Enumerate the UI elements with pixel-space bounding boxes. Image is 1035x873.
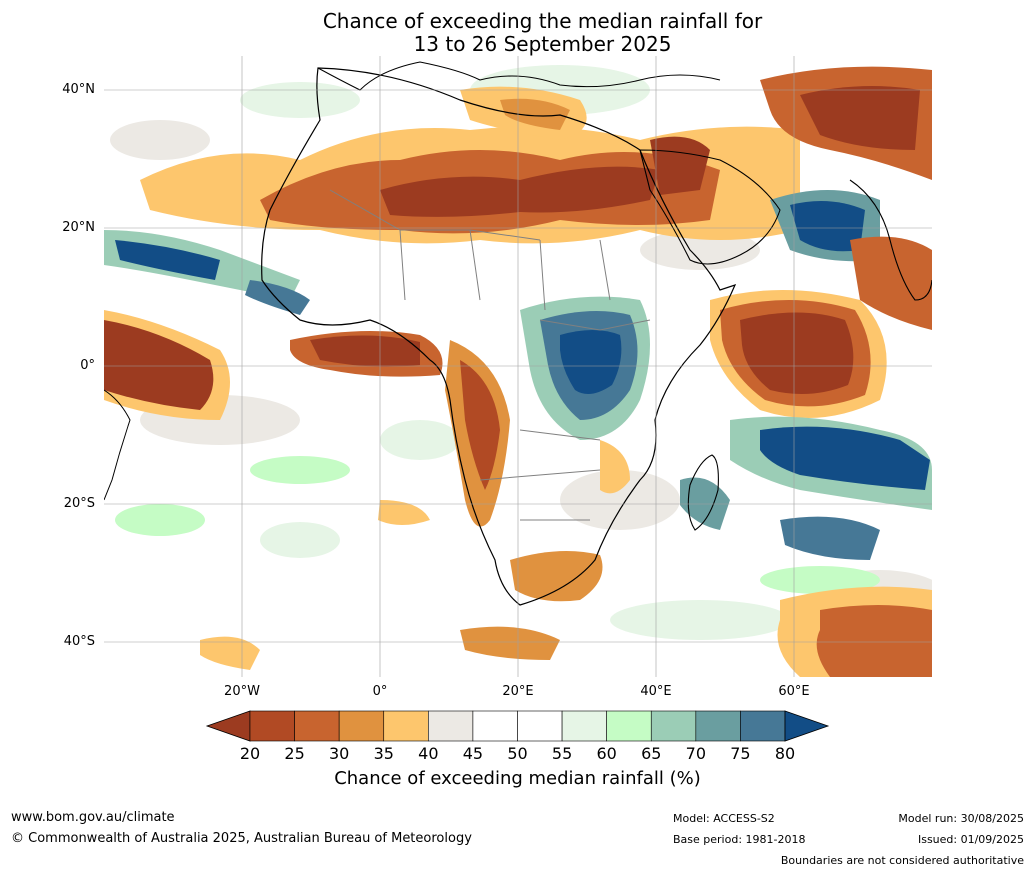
- lat-label-40s: 40°S: [63, 634, 95, 649]
- colorbar-segment: [561, 710, 607, 742]
- colorbar-tick-label: 25: [284, 744, 305, 763]
- colorbar-tick-label: 60: [596, 744, 617, 763]
- colorbar-segment: [740, 710, 786, 742]
- footer-base-period: Base period: 1981-2018: [673, 833, 806, 846]
- colorbar-tick-label: 75: [730, 744, 751, 763]
- lon-label-40e: 40°E: [640, 684, 672, 699]
- colorbar-arrow-high: [784, 710, 830, 742]
- colorbar-segment: [383, 710, 429, 742]
- colorbar-tick-label: 50: [507, 744, 528, 763]
- colorbar-tick-label: 30: [328, 744, 350, 763]
- colorbar: [205, 710, 830, 742]
- footer-model: Model: ACCESS-S2: [673, 812, 775, 825]
- footer-issued: Issued: 01/09/2025: [917, 833, 1024, 846]
- colorbar-segment: [472, 710, 518, 742]
- colorbar-segment: [294, 710, 340, 742]
- lat-label-0: 0°: [80, 358, 95, 373]
- colorbar-tick-label: 35: [373, 744, 394, 763]
- colorbar-tick-label: 80: [774, 744, 796, 763]
- map-title-line2: 13 to 26 September 2025: [413, 32, 672, 56]
- map-field: [104, 56, 932, 677]
- footer-disclaimer: Boundaries are not considered authoritat…: [780, 854, 1024, 867]
- colorbar-segment: [517, 710, 563, 742]
- lon-label-20w: 20°W: [224, 684, 260, 699]
- colorbar-segment: [650, 710, 697, 742]
- colorbar-segment: [249, 710, 295, 742]
- map-title-line1: Chance of exceeding the median rainfall …: [322, 9, 763, 33]
- lat-label-20s: 20°S: [63, 496, 95, 511]
- colorbar-tick-label: 40: [418, 744, 439, 763]
- colorbar-tick-label: 20: [239, 744, 261, 763]
- colorbar-segment: [606, 710, 652, 742]
- colorbar-label: Chance of exceeding median rainfall (%): [334, 768, 701, 789]
- lat-label-20n: 20°N: [62, 220, 95, 235]
- lat-label-40n: 40°N: [62, 82, 95, 97]
- colorbar-tick-label: 65: [641, 744, 662, 763]
- lon-label-60e: 60°E: [778, 684, 810, 699]
- graticule: [104, 56, 932, 677]
- colorbar-tick-label: 70: [685, 744, 706, 763]
- footer-url[interactable]: www.bom.gov.au/climate: [11, 810, 175, 825]
- colorbar-segment: [695, 710, 741, 742]
- colorbar-segment: [338, 710, 385, 742]
- footer-model-run: Model run: 30/08/2025: [898, 812, 1024, 825]
- lon-label-20e: 20°E: [502, 684, 534, 699]
- lon-label-0: 0°: [372, 684, 388, 699]
- colorbar-tick-label: 45: [462, 744, 484, 763]
- footer-copyright: © Commonwealth of Australia 2025, Austra…: [11, 831, 472, 846]
- colorbar-segment: [428, 710, 474, 742]
- colorbar-arrow-low: [205, 710, 251, 742]
- colorbar-tick-label: 55: [551, 744, 573, 763]
